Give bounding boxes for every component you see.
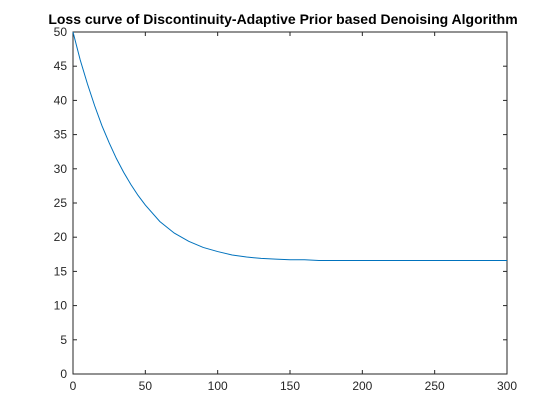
- x-tick-label: 200: [352, 379, 372, 393]
- plot-area: [72, 31, 508, 375]
- y-tick-label: 30: [54, 162, 68, 176]
- chart-title: Loss curve of Discontinuity-Adaptive Pri…: [48, 11, 517, 27]
- y-tick-label: 20: [54, 230, 68, 244]
- x-tick-label: 0: [70, 379, 77, 393]
- x-tick-label: 150: [280, 379, 300, 393]
- y-axis: 0 5 10 15 20 25 30 35 40 45 50: [54, 25, 507, 381]
- x-tick-label: 100: [208, 379, 228, 393]
- x-tick-label: 50: [139, 379, 153, 393]
- y-tick-label: 15: [54, 264, 68, 278]
- loss-curve-line: [72, 31, 507, 261]
- y-tick-label: 10: [54, 299, 68, 313]
- y-tick-label: 45: [54, 59, 68, 73]
- y-tick-label: 5: [60, 333, 67, 347]
- y-tick-label: 40: [54, 93, 68, 107]
- y-tick-label: 0: [60, 367, 67, 381]
- y-tick-label: 35: [54, 128, 68, 142]
- x-tick-label: 300: [497, 379, 517, 393]
- x-axis: 0 50 100 150 200 250 300: [70, 32, 517, 393]
- x-tick-label: 250: [425, 379, 445, 393]
- y-tick-label: 25: [54, 196, 68, 210]
- y-tick-label: 50: [54, 25, 68, 39]
